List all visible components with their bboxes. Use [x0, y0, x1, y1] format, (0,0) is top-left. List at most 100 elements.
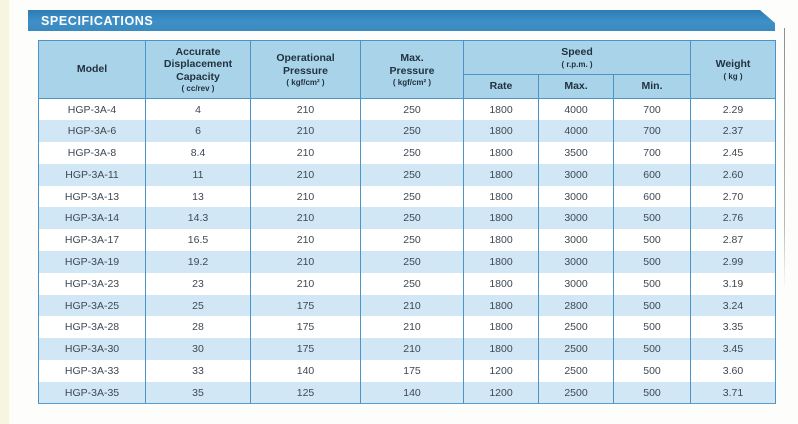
cell-min: 500	[612, 207, 692, 230]
cell-capacity: 28	[145, 316, 251, 339]
cell-max: 2500	[538, 381, 614, 405]
cell-weight: 2.29	[690, 98, 777, 121]
cell-model: HGP-3A-19	[38, 251, 146, 273]
cell-max: 3000	[538, 272, 614, 295]
table-row: HGP-3A-25 25 175 210 1800 2800 500 3.24	[38, 294, 777, 317]
col-header-speed-rate: Rate	[463, 74, 539, 99]
table-row: HGP-3A-35 35 125 140 1200 2500 500 3.71	[38, 381, 777, 405]
table-row: HGP-3A-11 11 210 250 1800 3000 600 2.60	[38, 163, 777, 186]
page-edge-strip	[0, 0, 9, 424]
cell-capacity: 16.5	[145, 229, 251, 252]
cell-max: 3000	[538, 163, 614, 186]
cell-op-pressure: 210	[250, 272, 361, 295]
cell-max: 3000	[538, 229, 614, 252]
cell-capacity: 13	[145, 185, 251, 208]
col-header-operational-pressure: Operational Pressure ( kgf/cm² )	[250, 40, 361, 99]
cell-op-pressure: 210	[250, 229, 361, 252]
cell-min: 700	[612, 120, 692, 143]
cell-max: 3500	[538, 142, 614, 164]
cell-min: 700	[612, 98, 692, 121]
cell-rate: 1200	[463, 360, 539, 382]
cell-max-pressure: 250	[360, 207, 464, 230]
col-header-weight: Weight ( kg )	[690, 40, 777, 99]
cell-max-pressure: 250	[360, 120, 464, 143]
cell-min: 500	[612, 229, 692, 252]
cell-max-pressure: 210	[360, 316, 464, 339]
cell-rate: 1800	[463, 251, 539, 273]
col-header-max-pressure-label: Max. Pressure	[389, 52, 435, 77]
cell-max: 3000	[538, 207, 614, 230]
cell-min: 500	[612, 251, 692, 273]
cell-max: 2500	[538, 316, 614, 339]
cell-max-pressure: 210	[360, 338, 464, 361]
col-header-operational-pressure-label: Operational Pressure	[276, 52, 335, 77]
cell-model: HGP-3A-4	[38, 98, 146, 121]
col-header-capacity-unit: ( cc/rev )	[181, 84, 215, 94]
cell-rate: 1800	[463, 229, 539, 252]
col-header-max-pressure: Max. Pressure ( kgf/cm² )	[360, 40, 464, 99]
cell-op-pressure: 210	[250, 207, 361, 230]
table-row: HGP-3A-4 4 210 250 1800 4000 700 2.29	[38, 98, 777, 121]
cell-op-pressure: 175	[250, 294, 361, 317]
col-header-speed: Speed ( r.p.m. )	[462, 40, 692, 75]
table-row: HGP-3A-30 30 175 210 1800 2500 500 3.45	[38, 338, 777, 361]
col-header-capacity: Accurate Displacement Capacity ( cc/rev …	[145, 40, 251, 99]
cell-weight: 3.35	[690, 316, 777, 339]
cell-model: HGP-3A-35	[38, 381, 146, 405]
cell-rate: 1200	[463, 381, 539, 405]
cell-weight: 2.60	[690, 163, 777, 186]
page-fold-line	[784, 28, 785, 290]
cell-max-pressure: 210	[360, 294, 464, 317]
cell-max: 2500	[538, 360, 614, 382]
cell-model: HGP-3A-23	[38, 272, 146, 295]
cell-weight: 2.87	[690, 229, 777, 252]
cell-max-pressure: 250	[360, 98, 464, 121]
cell-rate: 1800	[463, 338, 539, 361]
cell-min: 600	[612, 185, 692, 208]
cell-capacity: 23	[145, 272, 251, 295]
cell-min: 500	[612, 294, 692, 317]
col-header-speed-rate-label: Rate	[489, 80, 513, 93]
cell-max: 2500	[538, 338, 614, 361]
col-header-model-label: Model	[76, 63, 108, 76]
cell-max-pressure: 250	[360, 272, 464, 295]
cell-op-pressure: 210	[250, 98, 361, 121]
col-header-speed-min: Min.	[612, 74, 692, 99]
cell-rate: 1800	[463, 98, 539, 121]
cell-model: HGP-3A-11	[38, 163, 146, 186]
cell-op-pressure: 125	[250, 381, 361, 405]
cell-op-pressure: 175	[250, 316, 361, 339]
cell-op-pressure: 210	[250, 142, 361, 164]
cell-max-pressure: 250	[360, 142, 464, 164]
cell-max-pressure: 250	[360, 163, 464, 186]
table-header: Model Accurate Displacement Capacity ( c…	[38, 40, 777, 99]
cell-op-pressure: 210	[250, 163, 361, 186]
cell-model: HGP-3A-13	[38, 185, 146, 208]
table-row: HGP-3A-19 19.2 210 250 1800 3000 500 2.99	[38, 251, 777, 273]
table-row: HGP-3A-13 13 210 250 1800 3000 600 2.70	[38, 185, 777, 208]
cell-max-pressure: 250	[360, 185, 464, 208]
table-row: HGP-3A-14 14.3 210 250 1800 3000 500 2.76	[38, 207, 777, 230]
cell-max: 4000	[538, 98, 614, 121]
cell-capacity: 33	[145, 360, 251, 382]
cell-op-pressure: 210	[250, 251, 361, 273]
cell-weight: 3.24	[690, 294, 777, 317]
cell-model: HGP-3A-25	[38, 294, 146, 317]
cell-weight: 3.71	[690, 381, 777, 405]
col-header-capacity-label: Accurate Displacement Capacity	[163, 45, 233, 83]
table-row: HGP-3A-8 8.4 210 250 1800 3500 700 2.45	[38, 142, 777, 164]
cell-model: HGP-3A-6	[38, 120, 146, 143]
col-header-speed-max: Max.	[538, 74, 614, 99]
col-header-model: Model	[38, 40, 146, 99]
cell-rate: 1800	[463, 272, 539, 295]
cell-op-pressure: 210	[250, 120, 361, 143]
table-row: HGP-3A-17 16.5 210 250 1800 3000 500 2.87	[38, 229, 777, 252]
cell-min: 700	[612, 142, 692, 164]
cell-capacity: 35	[145, 381, 251, 405]
cell-model: HGP-3A-8	[38, 142, 146, 164]
cell-min: 500	[612, 381, 692, 405]
cell-weight: 2.99	[690, 251, 777, 273]
col-header-speed-unit: ( r.p.m. )	[561, 59, 593, 69]
specifications-table: Model Accurate Displacement Capacity ( c…	[38, 40, 777, 405]
cell-weight: 3.60	[690, 360, 777, 382]
